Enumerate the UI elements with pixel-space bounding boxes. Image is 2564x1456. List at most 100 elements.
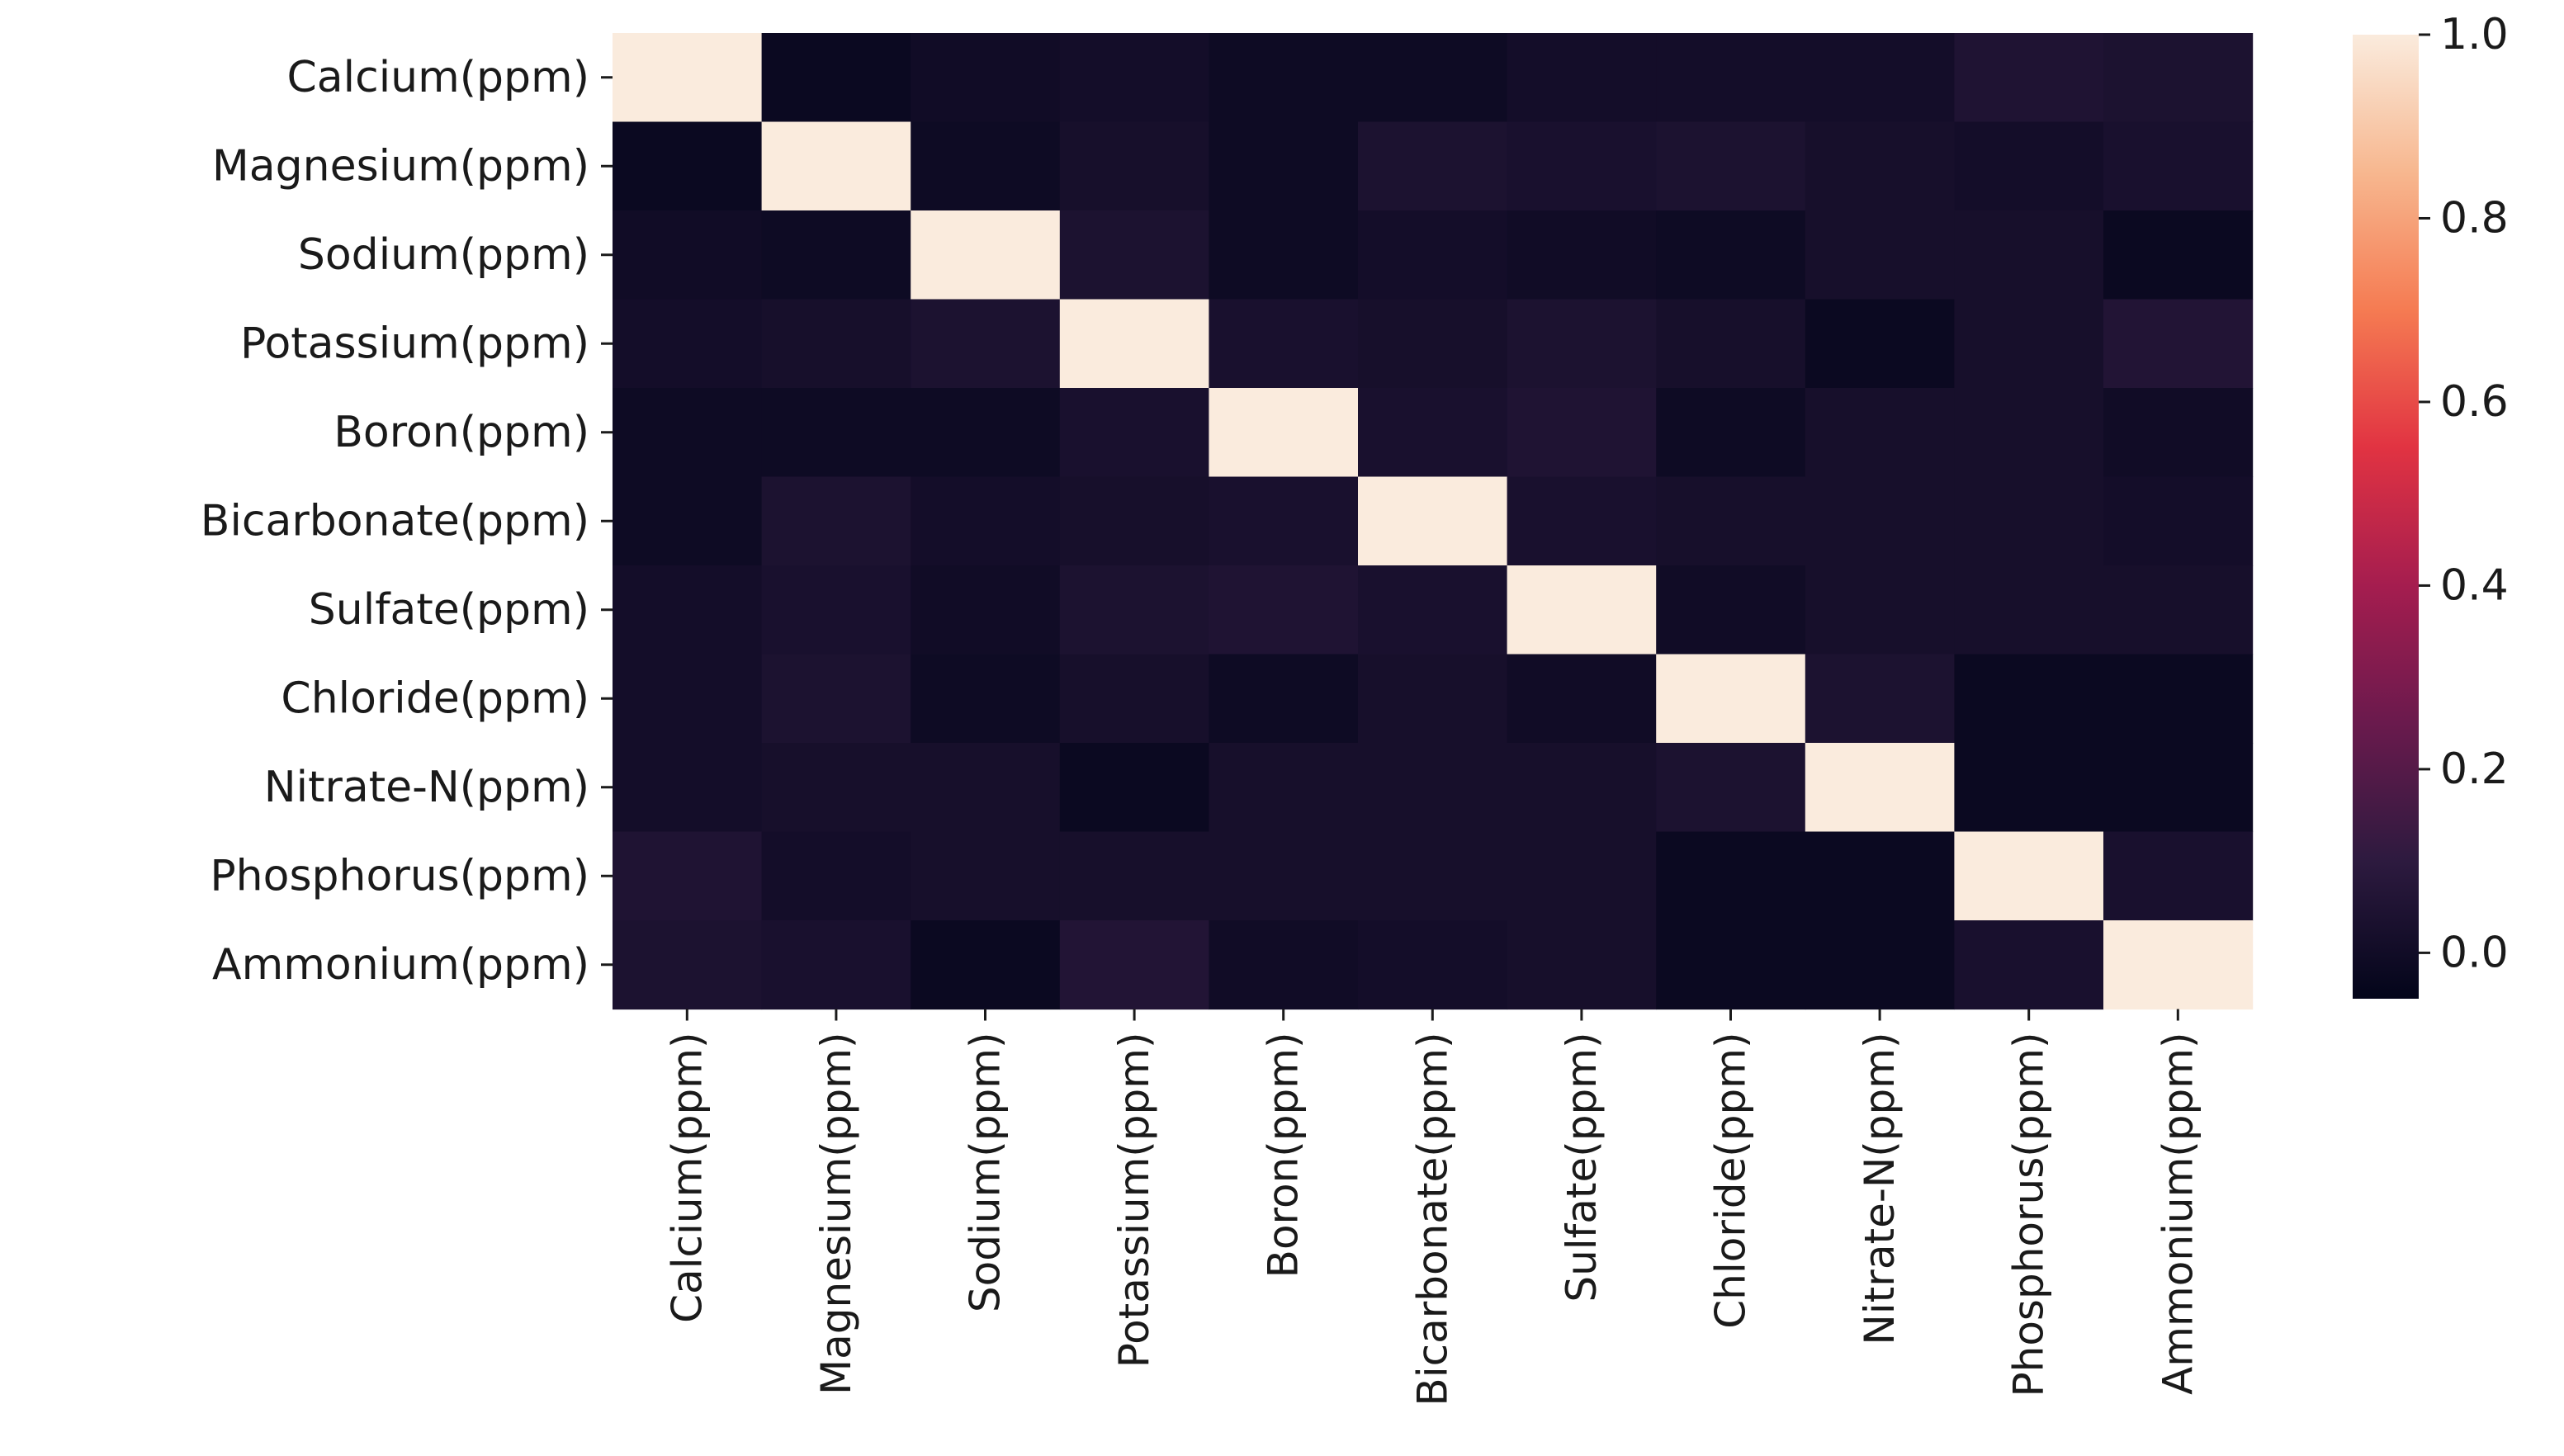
colorbar-strip (2353, 35, 2419, 999)
heatmap-cell (1954, 121, 2104, 211)
row-label: Ammonium(ppm) (212, 940, 589, 990)
heatmap-cell (911, 831, 1061, 921)
heatmap-cell (1358, 121, 1508, 211)
heatmap-cell (1507, 33, 1657, 123)
heatmap-cell (911, 654, 1061, 744)
heatmap-cell (1358, 743, 1508, 833)
heatmap-cell (1209, 565, 1359, 655)
heatmap-cell (1209, 743, 1359, 833)
colorbar-tick-label: 0.4 (2440, 560, 2509, 610)
row-label: Nitrate-N(ppm) (264, 763, 589, 812)
heatmap-cell (1209, 654, 1359, 744)
heatmap-cell (1507, 210, 1657, 300)
heatmap-cell (1358, 654, 1508, 744)
heatmap-cell (2103, 565, 2254, 655)
heatmap-cell (911, 33, 1061, 123)
heatmap-cell (1507, 565, 1657, 655)
colorbar-tick-label: 0.0 (2440, 928, 2509, 977)
heatmap-cell (1059, 388, 1209, 478)
heatmap-cell (1358, 210, 1508, 300)
heatmap-cell (1209, 210, 1359, 300)
heatmap-cell (1954, 831, 2104, 921)
heatmap-cells (613, 33, 2254, 1010)
column-label: Potassium(ppm) (1110, 1033, 1158, 1369)
column-label: Sodium(ppm) (962, 1033, 1010, 1313)
heatmap-cell (2103, 33, 2254, 123)
heatmap-cell (911, 299, 1061, 389)
heatmap-cell (1954, 743, 2104, 833)
heatmap-cell (1656, 299, 1806, 389)
row-label: Bicarbonate(ppm) (201, 496, 589, 546)
heatmap-cell (2103, 743, 2254, 833)
heatmap-cell (761, 476, 911, 566)
heatmap-cell (2103, 654, 2254, 744)
heatmap-cell (1656, 565, 1806, 655)
column-label: Chloride(ppm) (1707, 1033, 1755, 1329)
heatmap-cell (761, 743, 911, 833)
heatmap-cell (1656, 476, 1806, 566)
heatmap-cell (613, 33, 763, 123)
heatmap-cell (761, 299, 911, 389)
heatmap-cell (1805, 476, 1955, 566)
heatmap-cell (1656, 33, 1806, 123)
heatmap-cell (1358, 565, 1508, 655)
heatmap-cell (1954, 654, 2104, 744)
column-label: Nitrate-N(ppm) (1856, 1033, 1904, 1345)
heatmap-cell (1656, 388, 1806, 478)
heatmap-cell (1805, 565, 1955, 655)
heatmap-cell (1805, 654, 1955, 744)
column-label: Bicarbonate(ppm) (1408, 1033, 1456, 1406)
row-label: Magnesium(ppm) (212, 141, 589, 191)
colorbar-tick-label: 0.8 (2440, 193, 2509, 243)
heatmap-cell (911, 920, 1061, 1010)
heatmap-cell (761, 920, 911, 1010)
heatmap-cell (1358, 920, 1508, 1010)
heatmap-cell (613, 654, 763, 744)
heatmap-cell (1805, 33, 1955, 123)
heatmap-cell (1656, 831, 1806, 921)
heatmap-cell (613, 210, 763, 300)
heatmap-cell (1209, 388, 1359, 478)
column-label: Boron(ppm) (1260, 1033, 1308, 1279)
heatmap-cell (1805, 831, 1955, 921)
row-label: Calcium(ppm) (286, 53, 589, 102)
heatmap-cell (761, 654, 911, 744)
heatmap-cell (2103, 388, 2254, 478)
heatmap-cell (1954, 33, 2104, 123)
heatmap-cell (1656, 121, 1806, 211)
heatmap-cell (1209, 299, 1359, 389)
heatmap-cell (761, 210, 911, 300)
heatmap-cell (1059, 920, 1209, 1010)
colorbar-tick-label: 0.2 (2440, 745, 2509, 794)
heatmap-cell (1358, 388, 1508, 478)
heatmap-cell (1656, 743, 1806, 833)
heatmap-cell (2103, 831, 2254, 921)
heatmap-cell (761, 388, 911, 478)
heatmap-cell (2103, 210, 2254, 300)
row-labels: Calcium(ppm) Magnesium(ppm) Sodium(ppm) Pot… (201, 53, 613, 990)
heatmap-cell (613, 920, 763, 1010)
heatmap-cell (1954, 920, 2104, 1010)
heatmap-cell (911, 388, 1061, 478)
heatmap-cell (1059, 210, 1209, 300)
heatmap-cell (1059, 565, 1209, 655)
heatmap-cell (613, 831, 763, 921)
column-label: Ammonium(ppm) (2154, 1033, 2202, 1395)
heatmap-cell (1209, 33, 1359, 123)
heatmap-cell (1954, 299, 2104, 389)
heatmap-cell (1209, 920, 1359, 1010)
heatmap-cell (911, 476, 1061, 566)
row-label: Boron(ppm) (334, 408, 589, 457)
heatmap-cell (761, 121, 911, 211)
heatmap-cell (1059, 121, 1209, 211)
heatmap-cell (613, 299, 763, 389)
heatmap-cell (1954, 565, 2104, 655)
heatmap-cell (1059, 476, 1209, 566)
heatmap-cell (1805, 920, 1955, 1010)
row-label: Chloride(ppm) (281, 674, 589, 723)
heatmap-cell (1209, 476, 1359, 566)
heatmap-cell (1059, 654, 1209, 744)
row-label: Sulfate(ppm) (309, 585, 589, 635)
heatmap-cell (1507, 831, 1657, 921)
